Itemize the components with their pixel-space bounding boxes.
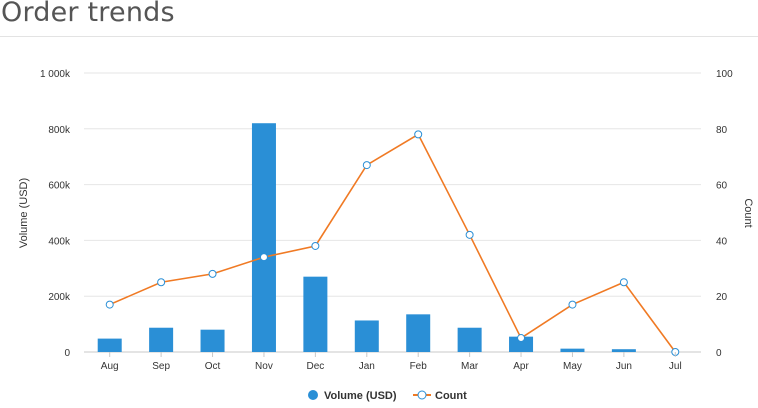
right-axis-ticks: 0 20 40 60 80 100 — [716, 69, 733, 359]
right-tick-label: 60 — [716, 181, 728, 192]
volume-bar[interactable] — [509, 336, 534, 352]
count-point[interactable] — [311, 241, 320, 250]
legend-count-label: Count — [435, 390, 467, 402]
x-tick-label: Dec — [306, 361, 324, 372]
volume-bar[interactable] — [251, 123, 276, 352]
right-tick-label: 20 — [716, 292, 728, 303]
volume-bar[interactable] — [406, 314, 431, 352]
x-tick-label: Feb — [410, 361, 428, 372]
page-title: Order trends — [1, 0, 175, 28]
x-tick-label: Sep — [152, 361, 170, 372]
left-tick-label: 1 000k — [40, 69, 71, 80]
legend: Volume (USD) Count — [308, 390, 467, 402]
count-point[interactable] — [568, 300, 577, 309]
x-axis-ticks: Aug Sep Oct Nov Dec Jan Feb Mar Apr May Jun Jul — [101, 352, 682, 372]
volume-bar[interactable] — [611, 349, 636, 352]
legend-item-volume[interactable]: Volume (USD) — [308, 390, 397, 402]
right-tick-label: 40 — [716, 236, 728, 247]
gridlines — [84, 72, 701, 353]
right-tick-label: 80 — [716, 125, 728, 136]
volume-bar[interactable] — [354, 320, 379, 352]
right-tick-label: 0 — [716, 348, 722, 359]
x-tick-label: Jun — [616, 361, 632, 372]
left-tick-label: 0 — [64, 348, 70, 359]
count-point[interactable] — [259, 253, 268, 262]
count-point[interactable] — [414, 130, 423, 139]
left-tick-label: 200k — [48, 292, 71, 303]
count-point[interactable] — [208, 269, 217, 278]
count-point[interactable] — [619, 278, 628, 287]
volume-bar[interactable] — [149, 327, 174, 352]
count-point[interactable] — [157, 278, 166, 287]
volume-bars — [97, 123, 636, 352]
left-tick-label: 400k — [48, 236, 71, 247]
count-point[interactable] — [105, 300, 114, 309]
x-tick-label: Apr — [513, 361, 529, 372]
count-series-line — [109, 133, 676, 353]
count-point[interactable] — [465, 230, 474, 239]
x-tick-label: Jan — [359, 361, 375, 372]
volume-bar[interactable] — [560, 348, 585, 352]
legend-volume-marker — [308, 390, 318, 400]
left-tick-label: 600k — [48, 181, 71, 192]
left-tick-label: 800k — [48, 125, 71, 136]
legend-volume-label: Volume (USD) — [324, 390, 397, 402]
left-axis-title: Volume (USD) — [18, 178, 30, 248]
legend-item-count[interactable]: Count — [413, 390, 467, 402]
volume-bar[interactable] — [303, 276, 328, 352]
legend-count-marker — [417, 390, 427, 400]
right-axis-title: Count — [742, 198, 754, 227]
x-tick-label: Jul — [669, 361, 682, 372]
count-point[interactable] — [362, 161, 371, 170]
x-tick-label: Mar — [461, 361, 479, 372]
right-tick-label: 100 — [716, 69, 733, 80]
x-tick-label: May — [563, 361, 582, 372]
volume-bar[interactable] — [457, 327, 482, 352]
left-axis-ticks: 0 200k 400k 600k 800k 1 000k — [40, 69, 71, 359]
volume-bar[interactable] — [200, 329, 225, 352]
count-point[interactable] — [517, 334, 526, 343]
x-tick-label: Oct — [205, 361, 221, 372]
title-divider — [0, 36, 758, 37]
x-tick-label: Nov — [255, 361, 273, 372]
x-tick-label: Aug — [101, 361, 119, 372]
volume-bar[interactable] — [97, 338, 122, 352]
count-line — [105, 130, 680, 356]
